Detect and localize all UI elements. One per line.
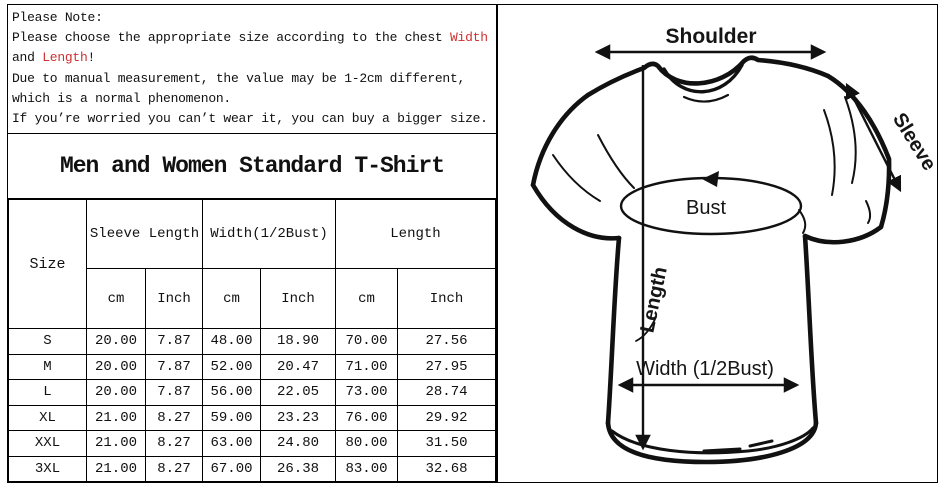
size-cell: XL: [8, 404, 87, 431]
measurement-cell: 28.74: [397, 379, 496, 406]
length-label: Length: [636, 265, 671, 335]
bust-label: Bust: [686, 197, 726, 219]
measurement-cell: 26.38: [260, 455, 336, 482]
size-cell: M: [8, 353, 87, 380]
measurement-cell: 83.00: [335, 455, 398, 482]
width-highlight: Width: [449, 30, 488, 46]
tshirt-diagram: Shoulder Sleeve Bust Length Width: [530, 25, 937, 465]
bust-ellipse: [619, 171, 803, 236]
table-row: XXL 21.00 8.27 63.00 24.80 80.00 31.50: [8, 430, 496, 457]
table-row: 3XL 21.00 8.27 67.00 26.38 83.00 32.68: [8, 455, 496, 482]
note-line: Please choose the appropriate size accor…: [12, 30, 488, 46]
measurement-diagram-panel: Shoulder Sleeve Bust Length Width: [497, 4, 938, 483]
collar-inner-line: [662, 63, 744, 94]
table-row: L 20.00 7.87 56.00 22.05 73.00 28.74: [8, 379, 496, 406]
table-title: Men and Women Standard T-Shirt: [8, 134, 496, 199]
unit-header: Inch: [145, 268, 203, 329]
size-cell: 3XL: [8, 455, 87, 482]
width-header: Width(1/2Bust): [202, 199, 336, 269]
size-column-header: Size: [8, 199, 87, 329]
measurement-cell: 7.87: [145, 379, 203, 406]
note-line: which is a normal phenomenon.: [12, 90, 231, 106]
sleeve-label: Sleeve: [888, 109, 937, 174]
unit-header: cm: [202, 268, 261, 329]
measurement-cell: 73.00: [335, 379, 398, 406]
measurement-cell: 76.00: [335, 404, 398, 431]
measurement-cell: 20.00: [86, 379, 146, 406]
measurement-cell: 21.00: [86, 455, 146, 482]
size-table: Size Sleeve Length Width(1/2Bust) Length…: [8, 199, 496, 482]
measurement-cell: 7.87: [145, 353, 203, 380]
unit-header: Inch: [397, 268, 496, 329]
note-and-table-panel: Please Note: Please choose the appropria…: [7, 4, 497, 483]
unit-header: cm: [335, 268, 398, 329]
tshirt-drawing: [530, 55, 892, 465]
length-header: Length: [335, 199, 496, 269]
size-cell: XXL: [8, 430, 87, 457]
measurement-cell: 27.56: [397, 328, 496, 355]
table-row: M 20.00 7.87 52.00 20.47 71.00 27.95: [8, 353, 496, 380]
measurement-cell: 63.00: [202, 430, 261, 457]
sleeve-length-header: Sleeve Length: [86, 199, 203, 269]
measurement-cell: 20.00: [86, 353, 146, 380]
length-line: [635, 65, 657, 451]
note-heading: Please Note:: [12, 8, 494, 28]
measurement-cell: 8.27: [145, 430, 203, 457]
length-highlight: Length: [42, 50, 88, 66]
measurement-cell: 8.27: [145, 455, 203, 482]
table-row: S 20.00 7.87 48.00 18.90 70.00 27.56: [8, 328, 496, 355]
note-line: Due to manual measurement, the value may…: [12, 70, 466, 86]
measurement-cell: 48.00: [202, 328, 261, 355]
table-row: XL 21.00 8.27 59.00 23.23 76.00 29.92: [8, 404, 496, 431]
measurement-cell: 32.68: [397, 455, 496, 482]
table-group-header-row: Size Sleeve Length Width(1/2Bust) Length: [8, 199, 496, 329]
measurement-cell: 23.23: [260, 404, 336, 431]
measurement-cell: 67.00: [202, 455, 261, 482]
sleeve-arrow: [845, 82, 902, 193]
measurement-cell: 70.00: [335, 328, 398, 355]
measurement-cell: 59.00: [202, 404, 261, 431]
note-block: Please Note: Please choose the appropria…: [8, 5, 496, 134]
measurement-cell: 20.47: [260, 353, 336, 380]
measurement-cell: 52.00: [202, 353, 261, 380]
measurement-cell: 24.80: [260, 430, 336, 457]
measurement-cell: 22.05: [260, 379, 336, 406]
size-cell: L: [8, 379, 87, 406]
note-heading-text: Please Note:: [12, 10, 103, 25]
note-line: and Length!: [12, 50, 96, 66]
measurement-cell: 18.90: [260, 328, 336, 355]
measurement-cell: 27.95: [397, 353, 496, 380]
measurement-cell: 20.00: [86, 328, 146, 355]
measurement-cell: 21.00: [86, 430, 146, 457]
size-cell: S: [8, 328, 87, 355]
measurement-cell: 21.00: [86, 404, 146, 431]
measurement-cell: 71.00: [335, 353, 398, 380]
unit-header: Inch: [260, 268, 336, 329]
note-line: If you’re worried you can’t wear it, you…: [12, 111, 488, 127]
measurement-cell: 31.50: [397, 430, 496, 457]
measurement-cell: 7.87: [145, 328, 203, 355]
measurement-cell: 56.00: [202, 379, 261, 406]
table-unit-header-row: cm Inch cm Inch cm Inch: [9, 268, 496, 329]
measurement-cell: 8.27: [145, 404, 203, 431]
measurement-cell: 80.00: [335, 430, 398, 457]
unit-header: cm: [86, 268, 146, 329]
shoulder-label: Shoulder: [665, 25, 756, 48]
measurement-cell: 29.92: [397, 404, 496, 431]
width-label: Width (1/2Bust): [636, 358, 774, 380]
